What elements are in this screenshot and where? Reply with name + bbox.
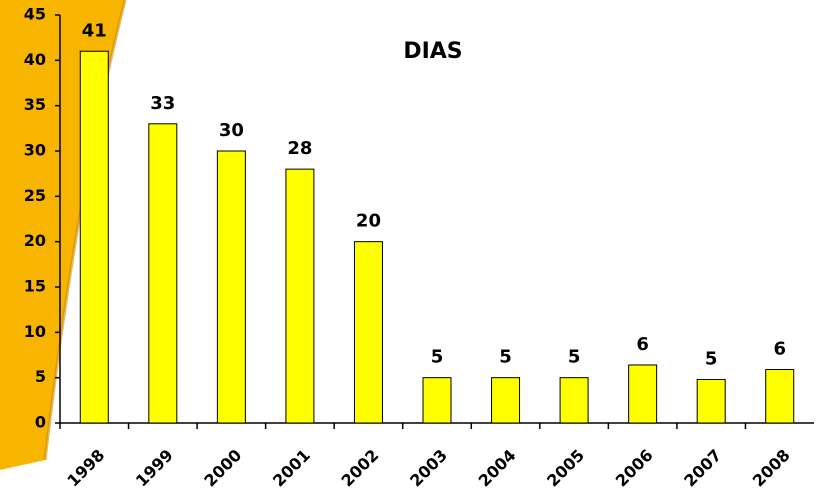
x-tick-label: 2002 [338, 446, 383, 491]
chart-title: DIAS [403, 39, 462, 64]
value-label: 5 [705, 348, 718, 369]
bar [217, 151, 245, 423]
bar [629, 365, 657, 423]
value-label: 5 [499, 347, 512, 368]
value-label: 5 [568, 347, 581, 368]
y-tick-label: 40 [24, 50, 46, 69]
bar [560, 378, 588, 423]
x-tick-label: 2003 [406, 446, 451, 491]
x-tick-label: 2006 [612, 446, 657, 491]
bar [80, 51, 108, 423]
chart: DIAS 0 5 10 15 20 25 30 35 40 45 1998 41 1999 33 2000 3… [0, 0, 820, 504]
bar [423, 378, 451, 423]
value-label: 30 [219, 120, 244, 141]
value-label: 41 [82, 20, 107, 41]
x-tick-label: 1999 [132, 446, 177, 491]
value-label: 6 [773, 339, 786, 360]
bar [354, 242, 382, 423]
x-tick-label: 2007 [680, 446, 725, 491]
y-tick-label: 15 [24, 277, 46, 296]
value-label: 28 [287, 138, 312, 159]
x-tick-label: 2001 [269, 446, 314, 491]
value-label: 20 [356, 211, 381, 232]
x-tick-label: 2004 [475, 446, 520, 491]
value-label: 6 [636, 334, 649, 355]
bar [149, 124, 177, 423]
bar [697, 379, 725, 423]
y-tick-label: 35 [24, 95, 46, 114]
y-tick-label: 30 [24, 141, 46, 160]
y-tick-label: 0 [35, 413, 46, 432]
value-label: 33 [150, 93, 175, 114]
bar [286, 169, 314, 423]
y-tick-label: 25 [24, 186, 46, 205]
page: {"chart_data": {"type": "bar", "title": … [0, 0, 820, 504]
x-tick-label: 1998 [63, 446, 108, 491]
x-tick-label: 2005 [543, 446, 588, 491]
y-tick-label: 45 [24, 5, 46, 24]
x-tick-label: 2008 [749, 446, 794, 491]
bar [766, 370, 794, 423]
y-tick-label: 20 [24, 231, 46, 250]
x-tick-label: 2000 [200, 446, 245, 491]
y-tick-label: 5 [35, 367, 46, 386]
y-tick-label: 10 [24, 322, 46, 341]
bar [492, 378, 520, 423]
value-label: 5 [431, 347, 444, 368]
